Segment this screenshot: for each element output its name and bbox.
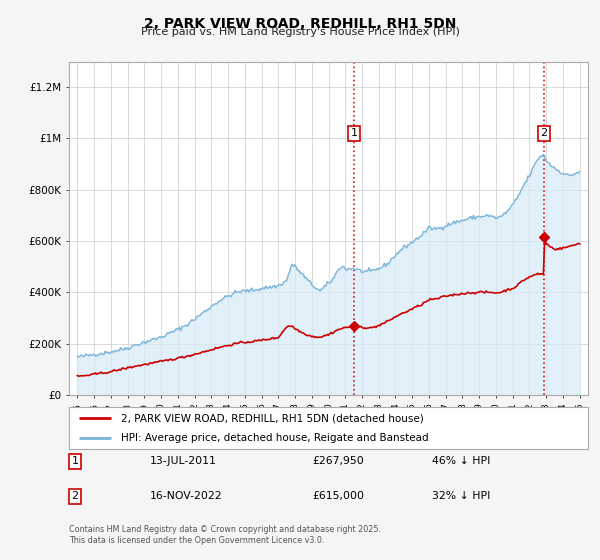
Text: £615,000: £615,000 (312, 491, 364, 501)
Text: Contains HM Land Registry data © Crown copyright and database right 2025.
This d: Contains HM Land Registry data © Crown c… (69, 525, 381, 545)
Text: Price paid vs. HM Land Registry's House Price Index (HPI): Price paid vs. HM Land Registry's House … (140, 27, 460, 37)
Text: 2: 2 (541, 128, 548, 138)
Text: 2: 2 (71, 491, 79, 501)
Text: 32% ↓ HPI: 32% ↓ HPI (432, 491, 490, 501)
Text: 46% ↓ HPI: 46% ↓ HPI (432, 456, 490, 466)
Text: 1: 1 (350, 128, 358, 138)
Text: 2, PARK VIEW ROAD, REDHILL, RH1 5DN: 2, PARK VIEW ROAD, REDHILL, RH1 5DN (144, 17, 456, 31)
Text: £267,950: £267,950 (312, 456, 364, 466)
Text: HPI: Average price, detached house, Reigate and Banstead: HPI: Average price, detached house, Reig… (121, 433, 428, 443)
Text: 1: 1 (71, 456, 79, 466)
Text: 16-NOV-2022: 16-NOV-2022 (150, 491, 223, 501)
Text: 2, PARK VIEW ROAD, REDHILL, RH1 5DN (detached house): 2, PARK VIEW ROAD, REDHILL, RH1 5DN (det… (121, 413, 424, 423)
Text: 13-JUL-2011: 13-JUL-2011 (150, 456, 217, 466)
